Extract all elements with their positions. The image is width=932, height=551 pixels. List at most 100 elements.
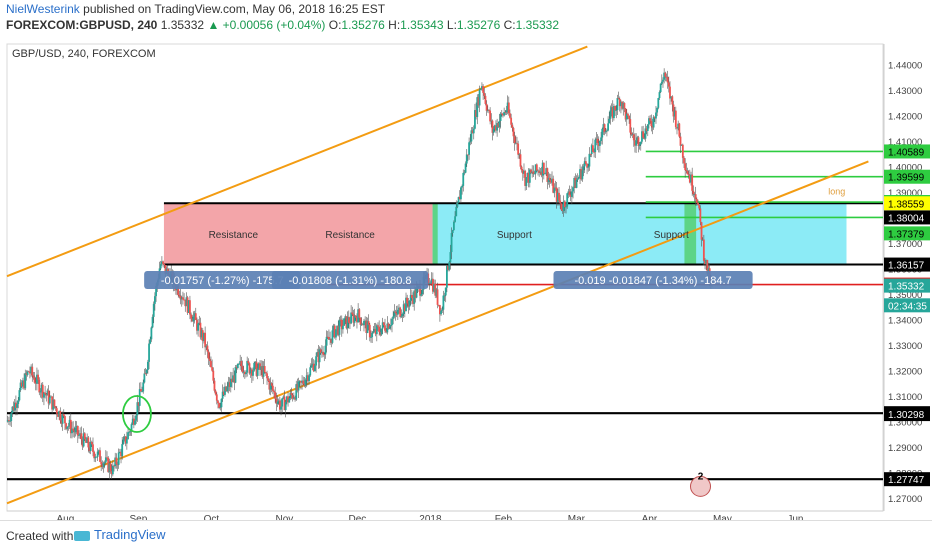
highlight-ellipse (122, 395, 152, 433)
candle-body-3 (10, 413, 13, 421)
chart-title: GBP/USD, 240, FOREXCOM (12, 48, 156, 60)
candle-body-243 (290, 392, 293, 396)
candle-body-418 (495, 125, 497, 131)
candle-body-498 (588, 153, 591, 167)
candle-body-112 (137, 402, 140, 406)
candle-body-113 (138, 389, 141, 406)
candle-body-431 (510, 117, 513, 125)
candle-body-229 (274, 392, 277, 399)
publish-info: published on TradingView.com, May 06, 20… (79, 2, 386, 16)
candle-body-346 (410, 294, 413, 299)
tradingview-logo[interactable]: TradingView (74, 527, 166, 542)
candle-body-389 (461, 185, 463, 188)
candle-body-92 (114, 457, 117, 467)
candle-body-449 (531, 171, 534, 174)
candle-body-575 (678, 123, 681, 137)
price-chart[interactable]: GBP/USD, 240, FOREXCOM Resistance Resistan… (0, 36, 932, 520)
candle-body-533 (629, 119, 632, 133)
candle-body-242 (289, 392, 292, 399)
price-label-6: 1.36157 (888, 261, 925, 272)
candle-body-354 (420, 294, 423, 296)
candle-body-158 (191, 318, 194, 322)
candle-body-146 (177, 285, 180, 295)
candle-body-414 (490, 120, 493, 122)
candle-body-50 (65, 423, 68, 429)
candle-body-490 (579, 169, 581, 177)
candle-body-422 (499, 113, 502, 121)
candle-body-62 (79, 433, 82, 436)
candle-body-32 (44, 392, 47, 394)
candle-body-150 (182, 297, 184, 300)
candle-body-487 (575, 179, 578, 188)
candle-body-452 (534, 164, 537, 174)
candle-body-288 (343, 318, 346, 326)
candle-body-178 (214, 390, 217, 395)
candle-body-38 (51, 396, 54, 410)
x-tick-label-4: Dec (349, 514, 367, 520)
candle-body-266 (317, 352, 320, 363)
candle-body-385 (456, 202, 459, 207)
candle-body-59 (75, 425, 78, 428)
candle-body-579 (683, 157, 685, 164)
footer: Created with TradingView (0, 520, 932, 551)
candle-body-481 (568, 191, 571, 195)
candle-body-127 (155, 285, 157, 297)
candle-body-576 (679, 136, 682, 146)
long-label: long (828, 187, 845, 197)
candle-body-57 (73, 430, 76, 433)
candle-body-370 (438, 305, 441, 315)
candle-body-274 (326, 336, 329, 338)
candle-body-21 (31, 366, 34, 376)
candle-body-280 (333, 325, 336, 338)
candle-body-275 (328, 337, 330, 340)
candle-body-474 (560, 203, 563, 210)
x-tick-label-10: Jun (787, 514, 803, 520)
candle-body-80 (100, 461, 103, 465)
candle-body-420 (497, 123, 500, 128)
candle-body-488 (576, 178, 579, 180)
candle-body-436 (516, 142, 518, 144)
candle-body-31 (43, 392, 45, 398)
candle-body-238 (284, 401, 287, 411)
candle-body-200 (240, 361, 243, 367)
candle-body-240 (287, 396, 289, 403)
candle-body-383 (454, 216, 456, 222)
candle-body-482 (569, 194, 572, 197)
candle-body-211 (253, 362, 256, 371)
candle-body-281 (335, 329, 337, 338)
candle-body-508 (600, 137, 602, 142)
candle-body-551 (650, 120, 653, 127)
y-tick-label-5: 1.32000 (888, 367, 922, 378)
candle-body-270 (322, 351, 324, 355)
candle-body-283 (337, 325, 340, 335)
created-with-text: Created with (6, 529, 74, 543)
candle-body-426 (504, 112, 507, 113)
channel-line-1 (6, 160, 869, 505)
author-link[interactable]: NielWesterink (6, 2, 80, 16)
candle-body-493 (582, 166, 585, 171)
candle-body-522 (616, 98, 619, 111)
candle-body-413 (489, 110, 492, 122)
candle-body-252 (301, 380, 303, 383)
candle-body-147 (178, 294, 181, 297)
candle-body-267 (318, 349, 321, 363)
candle-body-179 (215, 394, 218, 401)
candle-body-156 (189, 300, 191, 315)
candle-body-471 (556, 192, 559, 202)
candle-body-403 (477, 97, 480, 106)
candle-body-518 (611, 107, 614, 119)
candle-body-67 (85, 439, 87, 443)
candle-body-1 (7, 420, 10, 422)
candle-body-319 (379, 331, 382, 335)
candle-body-171 (206, 345, 209, 352)
candle-body-109 (134, 420, 136, 425)
candle-body-163 (197, 323, 200, 331)
candle-body-517 (610, 107, 613, 111)
candle-body-439 (519, 154, 522, 167)
candle-body-478 (565, 206, 567, 208)
candle-body-244 (291, 395, 294, 399)
candle-body-22 (32, 375, 35, 378)
candle-body-94 (116, 464, 119, 466)
candle-body-407 (482, 86, 485, 93)
candle-body-70 (88, 447, 91, 452)
